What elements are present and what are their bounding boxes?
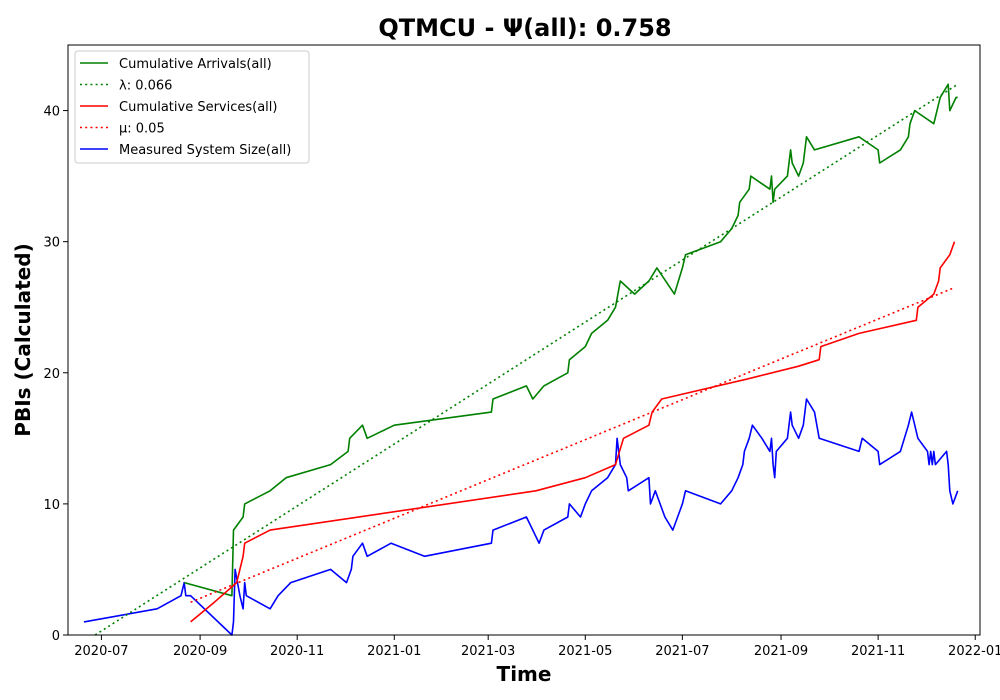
x-tick-label: 2021-07 [655,644,709,659]
y-axis-label: PBIs (Calculated) [11,243,35,436]
y-axis: 0 10 20 30 40 [43,105,68,644]
y-tick-label: 20 [43,367,60,382]
series-line-cumulative-arrivals-all-0 [183,83,958,597]
x-tick-label: 2021-01 [367,644,421,659]
x-axis: 2020-07 2020-09 2020-11 2021-01 2021-03 2021-… [74,635,1000,659]
x-tick-label: 2020-09 [173,644,227,659]
x-axis-label: Time [497,662,552,686]
x-tick-label: 2020-07 [74,644,128,659]
x-tick-label: 2021-05 [558,644,612,659]
x-tick-label: 2021-03 [461,644,515,659]
x-tick-label: 2021-11 [851,644,905,659]
chart-title: QTMCU - Ψ(all): 0.758 [378,14,671,42]
x-tick-label: 2021-09 [754,644,808,659]
y-tick-label: 10 [43,498,60,513]
y-tick-label: 0 [52,629,60,644]
plot-frame [67,44,981,636]
legend: Cumulative Arrivals(all) λ: 0.066 Cumulati… [74,50,310,164]
series-line-cumulative-services-all-2 [190,241,956,623]
x-tick-label: 2020-11 [270,644,324,659]
series-line-measured-system-size-all-4 [83,398,959,636]
legend-frame [74,50,310,164]
legend-label-0-05-3: μ: 0.05 [119,122,165,137]
legend-label-cumulative-services-all-2: Cumulative Services(all) [119,100,277,115]
series-line-0-066-1 [94,83,959,636]
legend-label-0-066-1: λ: 0.066 [119,79,172,94]
plot-area [83,83,959,636]
legend-label-cumulative-arrivals-all-0: Cumulative Arrivals(all) [119,57,272,72]
y-tick-label: 30 [43,236,60,251]
legend-label-measured-system-size-all-4: Measured System Size(all) [119,143,291,158]
y-tick-label: 40 [43,105,60,120]
x-tick-label: 2022-01 [948,644,1000,659]
